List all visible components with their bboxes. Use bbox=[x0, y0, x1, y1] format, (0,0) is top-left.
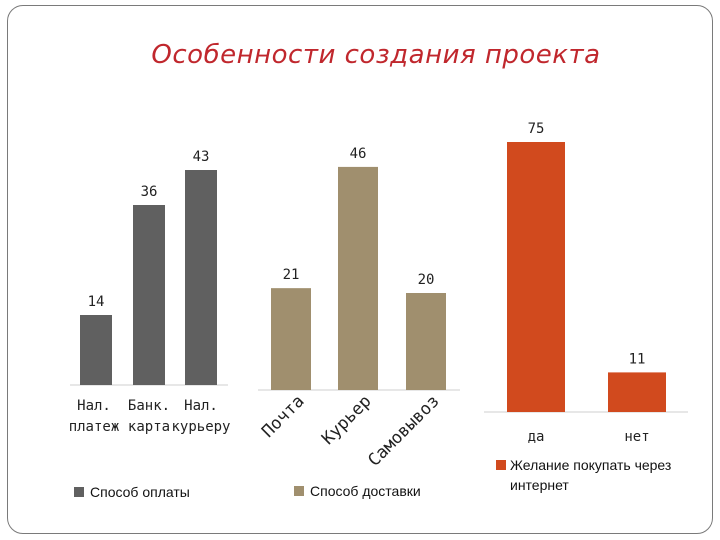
chart-1-bar-2 bbox=[133, 205, 165, 385]
chart-1-legend-label: Способ оплаты bbox=[90, 484, 190, 500]
chart-2-legend-label: Способ доставки bbox=[310, 483, 421, 499]
chart-1-legend-swatch bbox=[74, 487, 84, 497]
chart-1-bar-3 bbox=[185, 170, 217, 385]
chart-2-data-label-1: 21 bbox=[283, 267, 300, 283]
chart-3-bar-2 bbox=[608, 372, 666, 412]
chart-2-bar-2 bbox=[338, 166, 378, 390]
chart-3-data-label-2: 11 bbox=[629, 351, 646, 367]
chart-1-data-label-1: 14 bbox=[88, 294, 105, 310]
chart-2-bar-1 bbox=[271, 288, 311, 390]
page-title: Особенности создания проекта bbox=[151, 40, 601, 70]
chart-1-data-label-3: 43 bbox=[193, 149, 210, 165]
chart-3-bar-1 bbox=[507, 142, 565, 412]
chart-1-bar-1 bbox=[80, 315, 112, 385]
chart-1-data-label-2: 36 bbox=[141, 184, 158, 200]
chart-1-tick-label-3: Нал. курьеру bbox=[171, 398, 230, 435]
chart-2-tick-label-2: Курьер bbox=[318, 391, 376, 449]
chart-1-tick-label-2: Банк. карта bbox=[128, 398, 170, 435]
chart-2-data-label-3: 20 bbox=[418, 272, 435, 288]
chart-2-legend-swatch bbox=[294, 486, 304, 496]
chart-2-tick-label-1: Почта bbox=[258, 391, 308, 441]
chart-3-legend-swatch bbox=[496, 460, 506, 470]
chart-3-data-label-1: 75 bbox=[528, 121, 545, 137]
chart-2-tick-label-3: Самовывоз bbox=[364, 391, 443, 470]
chart-1-tick-label-1: Нал. платеж bbox=[69, 398, 120, 435]
chart-2-data-label-2: 46 bbox=[350, 146, 367, 162]
chart-2-bar-3 bbox=[406, 293, 446, 390]
chart-3-legend-label: Желание покупать через интернет bbox=[510, 457, 671, 493]
chart-3-tick-label-2: нет bbox=[624, 429, 649, 445]
chart-3-tick-label-1: да bbox=[528, 429, 545, 445]
